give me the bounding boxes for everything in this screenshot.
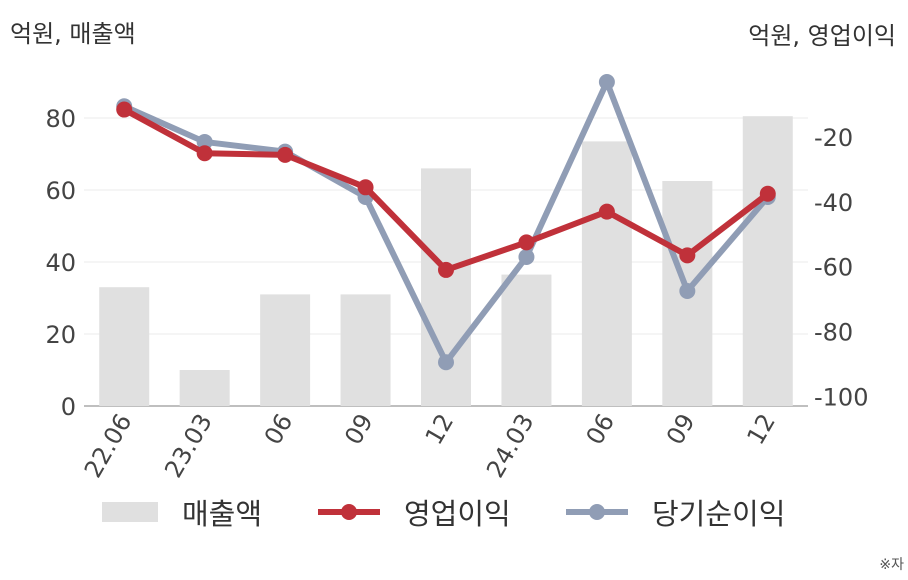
- legend-label-net-profit: 당기순이익: [652, 497, 786, 531]
- x-tick-label: 09: [339, 409, 379, 449]
- legend-item-net-profit[interactable]: 당기순이익: [566, 492, 785, 532]
- legend-line-swatch-op: [318, 504, 380, 520]
- right-axis-title: 억원, 영업이익: [748, 22, 896, 50]
- point-net-profit: [679, 282, 696, 299]
- x-tick-label: 23.03: [159, 409, 218, 483]
- point-operating-profit: [277, 146, 294, 163]
- point-operating-profit: [357, 179, 374, 196]
- point-operating-profit: [679, 247, 696, 264]
- x-tick-label: 12: [420, 409, 460, 449]
- point-operating-profit: [438, 261, 454, 278]
- right-tick-label: -20: [814, 124, 853, 152]
- bar-sales: [340, 294, 391, 406]
- point-net-profit: [518, 248, 535, 265]
- legend: 매출액 영업이익 당기순이익: [0, 492, 908, 532]
- legend-bar-swatch: [102, 502, 158, 522]
- bar-sales: [260, 294, 311, 406]
- x-tick-label: 06: [259, 409, 299, 449]
- legend-label-operating-profit: 영업이익: [404, 497, 511, 531]
- left-tick-label: 80: [45, 105, 76, 133]
- point-net-profit: [438, 354, 454, 371]
- left-tick-label: 40: [45, 249, 76, 277]
- bar-sales: [581, 141, 632, 406]
- point-operating-profit: [196, 145, 213, 162]
- right-tick-label: -100: [814, 383, 868, 411]
- bar-sales: [742, 116, 793, 406]
- left-tick-label: 60: [45, 177, 76, 205]
- x-tick-label: 24.03: [481, 409, 540, 483]
- right-tick-label: -80: [814, 318, 853, 346]
- bar-sales: [99, 287, 150, 406]
- legend-line-swatch-net: [566, 504, 628, 520]
- legend-item-operating-profit[interactable]: 영업이익: [318, 492, 511, 532]
- point-net-profit: [196, 133, 213, 150]
- right-tick-label: -60: [814, 254, 853, 282]
- x-tick-label: 06: [581, 409, 621, 449]
- chart: 0 20 40 60 80 -20 -40 -60 -80 -100 22.06 23.03 06 09 1…: [45, 74, 868, 483]
- bar-sales: [501, 274, 552, 406]
- bar-sales: [421, 168, 471, 406]
- footnote: ※자: [879, 557, 904, 573]
- legend-label-sales: 매출액: [182, 497, 263, 531]
- x-tick-label: 12: [741, 409, 781, 449]
- left-tick-label: 20: [45, 321, 76, 349]
- legend-item-sales[interactable]: 매출액: [102, 492, 262, 532]
- point-net-profit: [598, 74, 615, 90]
- bar-sales: [179, 370, 230, 406]
- left-tick-label: 0: [61, 393, 76, 421]
- point-operating-profit: [116, 101, 133, 118]
- x-tick-label: 09: [661, 409, 701, 449]
- left-axis-title: 억원, 매출액: [10, 20, 136, 48]
- right-tick-label: -40: [814, 189, 853, 217]
- point-operating-profit: [518, 234, 535, 251]
- x-tick-label: 22.06: [79, 409, 138, 483]
- point-operating-profit: [598, 203, 615, 220]
- point-operating-profit: [759, 185, 776, 202]
